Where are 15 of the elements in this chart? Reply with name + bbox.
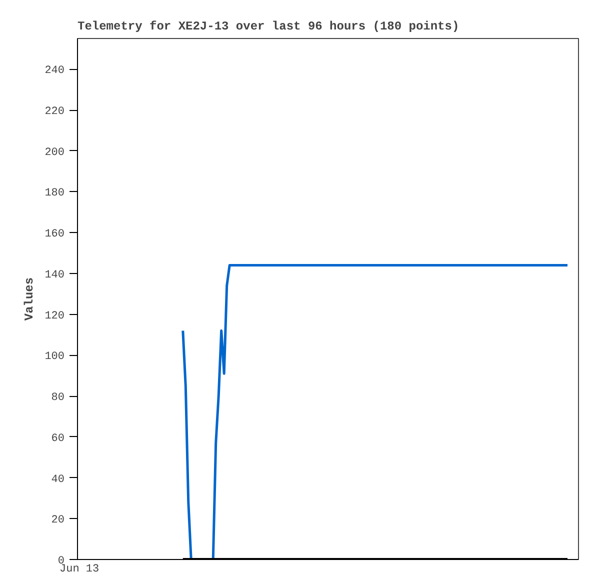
chart-title: Telemetry for XE2J-13 over last 96 hours (180 points) <box>78 20 460 34</box>
y-tick-label: 40 <box>51 474 64 486</box>
y-tick-label: 20 <box>51 514 64 527</box>
y-tick-label: 60 <box>51 432 64 445</box>
y-tick-label: 240 <box>44 65 65 78</box>
y-tick-label: 140 <box>44 269 65 282</box>
y-axis-title: Values <box>22 277 37 321</box>
y-tick-label: 200 <box>44 146 65 159</box>
y-tick-label: 80 <box>51 392 64 404</box>
y-tick-label: 160 <box>44 228 65 241</box>
y-tick-label: 100 <box>44 351 65 364</box>
y-tick-label: 220 <box>44 106 65 118</box>
y-tick-label: 120 <box>44 310 65 322</box>
text: Jun 13 <box>60 564 100 576</box>
y-tick-label: 180 <box>44 188 65 200</box>
